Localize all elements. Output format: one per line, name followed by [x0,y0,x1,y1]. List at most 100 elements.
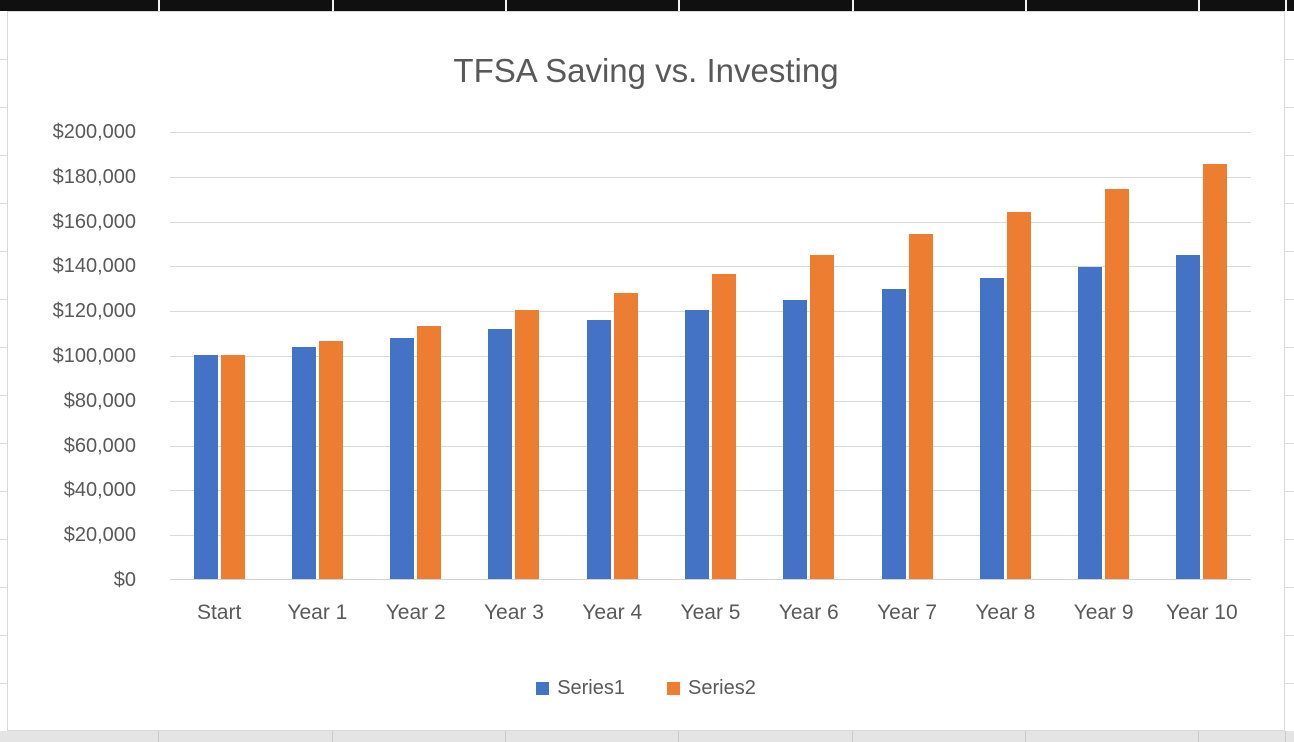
row-gridline [0,347,7,348]
y-axis-tick-label: $60,000 [63,434,136,457]
y-axis-tick-label: $100,000 [52,345,136,367]
bar-series1-year-9[interactable] [1078,266,1103,579]
y-axis-tick-label: $160,000 [52,210,136,233]
bar-series1-year-7[interactable] [881,289,906,579]
y-gridline [170,535,1251,537]
row-gridline [0,299,7,300]
bar-series2-year-2[interactable] [417,325,442,579]
x-axis-line [170,579,1251,580]
bar-series1-year-10[interactable] [1176,255,1201,579]
y-axis-tick-label: $200,000 [52,121,136,143]
row-gridline [1285,203,1294,204]
legend-swatch-icon [536,681,550,695]
row-gridline [1285,251,1294,252]
legend-item-series1[interactable]: Series1 [536,677,625,700]
column-separator [1198,731,1199,742]
row-gridline [0,203,7,204]
bar-series2-start[interactable] [220,355,245,579]
row-gridline [1285,59,1294,60]
bar-series1-year-5[interactable] [685,309,709,579]
row-gridline [0,59,7,60]
y-gridline [170,490,1251,492]
x-axis-tick-label: Year 2 [385,601,446,624]
column-separator [1285,0,1287,11]
bar-series2-year-9[interactable] [1105,189,1130,579]
y-axis-tick-label: $80,000 [63,389,136,412]
y-axis-tick-label: $180,000 [52,165,136,188]
chart-object[interactable]: TFSA Saving vs. Investing $0 $20,000 $40,0… [7,11,1285,731]
bar-series1-year-6[interactable] [783,299,808,579]
plot-area[interactable] [170,132,1251,580]
y-gridline [170,221,1251,223]
bar-series1-year-4[interactable] [586,319,611,579]
row-gridline [1285,443,1294,444]
bar-series2-year-4[interactable] [613,292,638,579]
bar-series1-year-1[interactable] [291,346,316,579]
x-axis-tick-label: Start [196,601,242,624]
y-gridline [170,176,1251,178]
row-gridline [0,443,7,444]
row-gridline [1285,299,1294,300]
row-gridline [0,635,7,636]
y-axis-tick-label: $20,000 [63,524,136,547]
row-gridline [1285,635,1294,636]
bar-series2-year-7[interactable] [908,234,933,579]
x-axis-tick-label: Year 9 [1073,601,1134,624]
bar-series2-year-5[interactable] [712,274,736,579]
column-separator [1025,0,1027,11]
row-gridline [0,251,7,252]
row-gridline [1285,395,1294,396]
column-separator [332,731,333,742]
column-separator [158,0,160,11]
row-gridline [1285,347,1294,348]
x-axis-tick-label: Year 3 [483,601,544,624]
row-gridline [1285,539,1294,540]
row-gridline [0,395,7,396]
y-gridline [170,311,1251,313]
spreadsheet-top-row [0,0,1294,11]
y-gridline [170,356,1251,357]
column-separator [1025,731,1026,742]
column-separator [505,0,507,11]
bar-series1-start[interactable] [193,355,218,579]
x-axis-tick-label: Year 1 [287,601,348,624]
bar-series1-year-8[interactable] [979,278,1004,579]
column-separator [852,0,854,11]
bar-series1-year-3[interactable] [488,328,513,579]
row-gridline [1285,683,1294,684]
bar-series2-year-8[interactable] [1006,212,1031,579]
bar-series2-year-3[interactable] [515,309,540,579]
bar-series2-year-1[interactable] [318,340,343,579]
row-gridline [1285,587,1294,588]
legend-item-series2[interactable]: Series2 [667,677,756,700]
x-axis-tick-label: Year 4 [582,601,643,624]
y-gridline [170,266,1251,268]
column-separator [678,731,679,742]
y-axis-tick-label: $40,000 [63,479,136,502]
y-axis-tick-label: $0 [113,569,136,591]
row-gridline [0,107,7,108]
legend-label: Series1 [557,676,625,699]
bar-series2-year-6[interactable] [810,254,835,579]
row-gridline [1285,491,1294,492]
row-gridline [1285,107,1294,108]
column-separator [1285,731,1286,742]
row-gridline [0,683,7,684]
row-gridline [0,155,7,156]
column-separator [1198,0,1200,11]
y-gridline [170,400,1251,402]
y-gridline [170,132,1251,133]
spreadsheet-bottom-row [0,731,1294,742]
row-gridline [0,587,7,588]
y-axis-tick-label: $120,000 [52,300,136,323]
bar-series2-year-10[interactable] [1203,164,1228,579]
column-separator [332,0,334,11]
column-separator [158,731,159,742]
bar-series1-year-2[interactable] [390,337,415,579]
column-separator [678,0,680,11]
chart-title[interactable]: TFSA Saving vs. Investing [453,52,839,89]
y-axis-tick-label: $140,000 [52,255,136,278]
chart-legend[interactable]: Series1 Series2 [8,674,1284,702]
x-axis-tick-label: Year 7 [877,601,938,624]
